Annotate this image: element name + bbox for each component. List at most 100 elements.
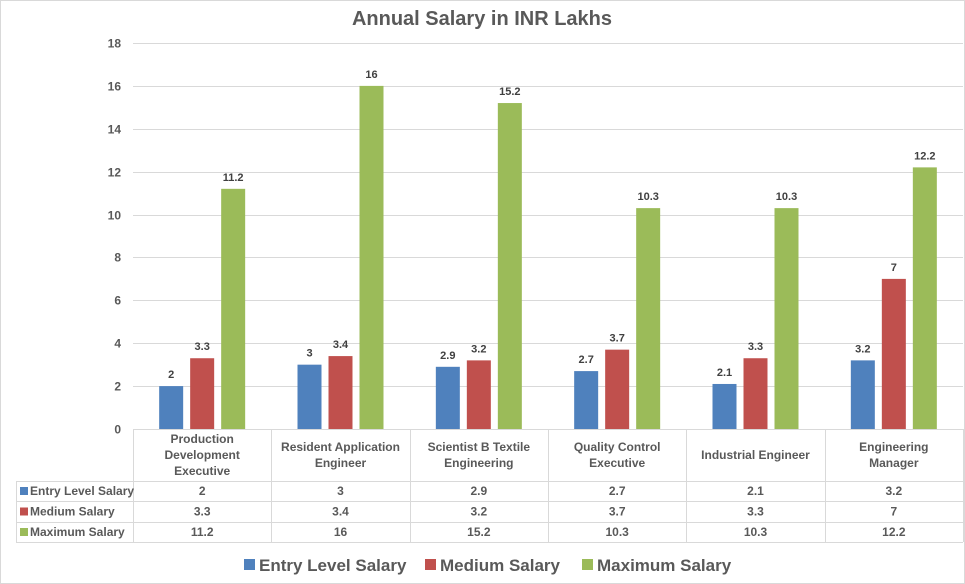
bar-entry-level-salary[interactable] bbox=[435, 366, 460, 429]
legend-item[interactable]: Medium Salary bbox=[425, 556, 561, 575]
table-cell: 3.2 bbox=[885, 484, 902, 498]
legend-item[interactable]: Entry Level Salary bbox=[244, 556, 407, 575]
data-label: 2.7 bbox=[579, 354, 594, 366]
table-cell: 7 bbox=[890, 505, 897, 519]
legend-swatch bbox=[244, 559, 255, 570]
data-label: 3.3 bbox=[195, 341, 210, 353]
data-label: 3.2 bbox=[471, 343, 486, 355]
data-label: 3 bbox=[306, 348, 312, 360]
table-cell: 2.9 bbox=[470, 484, 487, 498]
table-cell: 15.2 bbox=[467, 525, 491, 539]
legend-key-entry-level-salary bbox=[20, 487, 28, 495]
data-label: 10.3 bbox=[776, 191, 797, 203]
y-tick-label: 14 bbox=[108, 123, 122, 137]
bar-medium-salary[interactable] bbox=[328, 356, 353, 429]
table-cell: 3.4 bbox=[332, 505, 349, 519]
data-label: 11.2 bbox=[223, 172, 244, 184]
bar-medium-salary[interactable] bbox=[881, 278, 906, 429]
y-tick-label: 12 bbox=[108, 166, 122, 180]
y-tick-label: 6 bbox=[114, 294, 121, 308]
data-label: 15.2 bbox=[499, 86, 520, 98]
bar-maximum-salary[interactable] bbox=[359, 85, 384, 429]
data-label: 3.2 bbox=[855, 343, 870, 355]
bar-maximum-salary[interactable] bbox=[774, 208, 799, 429]
bar-maximum-salary[interactable] bbox=[912, 167, 937, 429]
bar-medium-salary[interactable] bbox=[190, 358, 215, 429]
data-label: 2.1 bbox=[717, 367, 732, 379]
gridlines bbox=[133, 43, 963, 387]
data-label: 2.9 bbox=[440, 350, 455, 362]
legend-key-medium-salary bbox=[20, 507, 28, 516]
table-cell: 12.2 bbox=[882, 525, 906, 539]
series-name: Entry Level Salary bbox=[30, 484, 134, 498]
chart-title: Annual Salary in INR Lakhs bbox=[352, 8, 612, 30]
bar-maximum-salary[interactable] bbox=[221, 188, 246, 429]
data-label: 3.3 bbox=[748, 341, 763, 353]
legend: Entry Level Salary Medium Salary Maximum S… bbox=[244, 556, 732, 575]
data-label: 7 bbox=[891, 262, 897, 274]
table-cell: 3.7 bbox=[609, 505, 626, 519]
table-cell: 10.3 bbox=[744, 525, 768, 539]
legend-key-maximum-salary bbox=[20, 528, 28, 536]
legend-label: Entry Level Salary bbox=[259, 556, 407, 575]
data-label: 3.7 bbox=[610, 333, 625, 345]
legend-label: Medium Salary bbox=[440, 556, 561, 575]
category-label: Manager bbox=[869, 456, 919, 470]
legend-item[interactable]: Maximum Salary bbox=[582, 556, 732, 575]
category-label: Engineering bbox=[859, 440, 928, 454]
category-label: Development bbox=[164, 448, 239, 462]
bar-maximum-salary[interactable] bbox=[636, 208, 661, 429]
bar-entry-level-salary[interactable] bbox=[574, 371, 599, 429]
data-label: 10.3 bbox=[637, 191, 658, 203]
category-label: Resident Application bbox=[281, 440, 400, 454]
series-name: Maximum Salary bbox=[30, 525, 125, 539]
data-label: 12.2 bbox=[914, 150, 935, 162]
data-table: Production Development Executive Resident A… bbox=[16, 429, 964, 543]
bars bbox=[159, 85, 937, 430]
legend-swatch bbox=[582, 559, 593, 570]
table-cell: 16 bbox=[334, 525, 348, 539]
y-tick-label: 10 bbox=[108, 209, 122, 223]
y-tick-label: 18 bbox=[108, 37, 122, 51]
category-label: Industrial Engineer bbox=[701, 448, 810, 462]
legend-label: Maximum Salary bbox=[597, 556, 732, 575]
category-label: Scientist B Textile bbox=[428, 440, 531, 454]
y-tick-label: 4 bbox=[114, 337, 121, 351]
y-tick-label: 2 bbox=[114, 380, 121, 394]
bar-medium-salary[interactable] bbox=[743, 358, 768, 429]
legend-swatch bbox=[425, 559, 436, 570]
category-label: Engineer bbox=[315, 456, 367, 470]
data-label: 16 bbox=[365, 69, 377, 81]
bar-entry-level-salary[interactable] bbox=[712, 383, 737, 429]
category-label: Executive bbox=[174, 464, 230, 478]
table-cell: 3.3 bbox=[194, 505, 211, 519]
table-cell: 3.2 bbox=[470, 505, 487, 519]
bar-entry-level-salary[interactable] bbox=[297, 364, 322, 429]
category-label: Quality Control bbox=[574, 440, 661, 454]
table-cell: 3.3 bbox=[747, 505, 764, 519]
table-cell: 3 bbox=[337, 484, 344, 498]
y-tick-label: 16 bbox=[108, 80, 122, 94]
bar-medium-salary[interactable] bbox=[605, 349, 630, 429]
bar-entry-level-salary[interactable] bbox=[159, 386, 184, 429]
bar-medium-salary[interactable] bbox=[466, 360, 491, 429]
table-cell: 11.2 bbox=[191, 525, 214, 539]
y-tick-label: 0 bbox=[114, 423, 121, 437]
table-cell: 10.3 bbox=[605, 525, 629, 539]
series-name: Medium Salary bbox=[30, 505, 115, 519]
category-label: Engineering bbox=[444, 456, 513, 470]
bar-entry-level-salary[interactable] bbox=[850, 360, 875, 429]
data-label: 3.4 bbox=[333, 339, 349, 351]
category-label: Production bbox=[171, 432, 234, 446]
y-tick-label: 8 bbox=[114, 251, 121, 265]
y-axis: 0 2 4 6 8 10 12 14 16 18 bbox=[108, 37, 122, 437]
data-labels: 2 3.3 11.2 3 3.4 16 2.9 3.2 15.2 2.7 3.7 10.3 2.1 3.3… bbox=[168, 69, 935, 381]
data-label: 2 bbox=[168, 369, 174, 381]
table-cell: 2.1 bbox=[747, 484, 764, 498]
table-cell: 2.7 bbox=[609, 484, 626, 498]
table-cell: 2 bbox=[199, 484, 206, 498]
bar-maximum-salary[interactable] bbox=[497, 103, 522, 430]
category-label: Executive bbox=[589, 456, 645, 470]
